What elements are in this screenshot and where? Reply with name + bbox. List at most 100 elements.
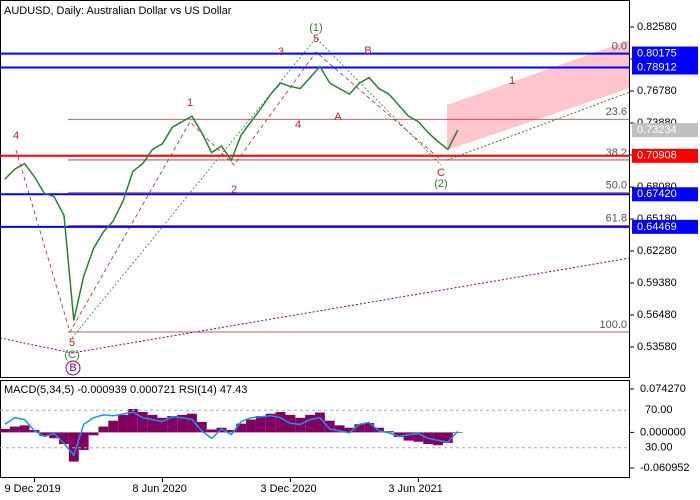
rsi-tick-label: 70.00	[645, 404, 673, 416]
wave-label: 4	[13, 130, 19, 142]
macd-bar	[39, 432, 50, 436]
wave-circle	[65, 360, 81, 376]
level-label: 0.70908	[637, 150, 677, 162]
fib-label: 0.0	[612, 40, 627, 52]
macd-bar	[167, 416, 178, 433]
macd-bar	[9, 426, 20, 433]
rsi-tick-label: 30.00	[645, 442, 673, 454]
macd-bar	[344, 427, 355, 433]
macd-bar	[68, 432, 79, 462]
wave-label: (2)	[434, 178, 447, 190]
macd-bar	[59, 432, 69, 445]
macd-bar	[196, 421, 207, 433]
macd-bar	[88, 432, 99, 436]
wave-line	[15, 51, 442, 334]
level-label: 0.80175	[637, 47, 677, 59]
x-tick-label: 3 Dec 2020	[260, 483, 316, 495]
macd-bar	[236, 423, 247, 433]
macd-tick-label: -0.060952	[640, 462, 690, 474]
x-tick-label: 3 Jun 2021	[388, 483, 442, 495]
fib-label: 23.6	[606, 106, 627, 118]
y-tick-label: 0.53580	[637, 341, 677, 353]
chart-title: AUDUSD, Daily: Australian Dollar vs US D…	[4, 5, 232, 17]
level-label: 0.64469	[637, 221, 677, 233]
y-tick-label: 0.59380	[637, 277, 677, 289]
x-tick-label: 9 Dec 2019	[4, 483, 60, 495]
main-frame	[0, 0, 630, 378]
wave-label: 2	[231, 184, 237, 196]
macd-bar	[246, 419, 256, 433]
trend-line	[446, 91, 631, 161]
y-tick-label: 0.62280	[637, 245, 677, 257]
level-tag	[632, 148, 698, 163]
macd-bar	[108, 420, 119, 433]
level-tag	[632, 219, 698, 234]
y-tick-label: 0.56480	[637, 309, 677, 321]
fib-label: 61.8	[606, 213, 627, 225]
macd-bar	[324, 420, 335, 433]
macd-bar	[334, 425, 345, 433]
indicator-title: MACD(5,34,5) -0.000939 0.000721 RSI(14) …	[4, 384, 247, 396]
fib-label: 50.0	[606, 180, 627, 192]
macd-bar	[147, 414, 158, 433]
y-tick-label: 0.76780	[637, 85, 677, 97]
macd-bar	[187, 413, 197, 433]
rsi-line	[4, 411, 459, 457]
macd-bar	[383, 431, 394, 433]
wave-label: 3	[278, 46, 284, 58]
macd-bar	[305, 414, 315, 433]
macd-bar	[315, 412, 325, 433]
wave-label: B	[69, 362, 76, 374]
fib-label: 100.0	[599, 319, 627, 331]
level-tag	[632, 187, 698, 202]
macd-bar	[0, 428, 10, 433]
wave-label: A	[334, 111, 342, 123]
macd-bar	[413, 432, 424, 442]
wave-label: 1	[187, 97, 193, 109]
macd-bar	[127, 409, 138, 433]
wave-line	[71, 37, 442, 339]
macd-bar	[433, 432, 443, 446]
x-tick-label: 8 Jun 2020	[132, 483, 186, 495]
macd-bar	[265, 413, 276, 433]
wave-label: 5	[69, 337, 75, 349]
y-tick-label: 0.82580	[637, 21, 677, 33]
wave-label: B	[364, 45, 371, 57]
macd-bar	[98, 426, 109, 433]
macd-bar	[393, 432, 404, 438]
macd-bar	[157, 417, 168, 433]
macd-bar	[364, 423, 375, 433]
macd-bar	[295, 417, 306, 433]
macd-bar	[226, 430, 237, 433]
level-tag	[632, 60, 698, 75]
wave-label: (C)	[64, 349, 79, 361]
macd-bar	[177, 414, 188, 433]
macd-bar	[442, 432, 453, 443]
macd-tick-label: 0.000000	[640, 426, 686, 438]
wave-label: 4	[295, 119, 301, 131]
macd-bar	[403, 432, 414, 441]
wave-label: C	[437, 167, 445, 179]
price-line	[4, 65, 459, 321]
wave-label: 1	[509, 75, 515, 87]
macd-tick-label: 0.074270	[640, 383, 686, 395]
level-label: 0.67420	[637, 188, 677, 200]
wave-label: (1)	[309, 22, 322, 34]
macd-bar	[206, 429, 217, 433]
fib-label: 38.2	[606, 147, 627, 159]
macd-bar	[255, 416, 266, 433]
trend-line	[0, 337, 73, 354]
level-tag	[632, 46, 698, 61]
level-tag	[632, 123, 698, 138]
macd-bar	[452, 432, 463, 433]
level-label: 0.78912	[637, 61, 677, 73]
macd-bar	[275, 411, 286, 433]
macd-bar	[354, 424, 365, 433]
macd-bar	[49, 432, 60, 439]
macd-bar	[137, 411, 148, 433]
macd-bar	[78, 432, 89, 450]
macd-bar	[216, 427, 227, 433]
macd-bar	[118, 414, 128, 433]
macd-bar	[19, 425, 30, 433]
